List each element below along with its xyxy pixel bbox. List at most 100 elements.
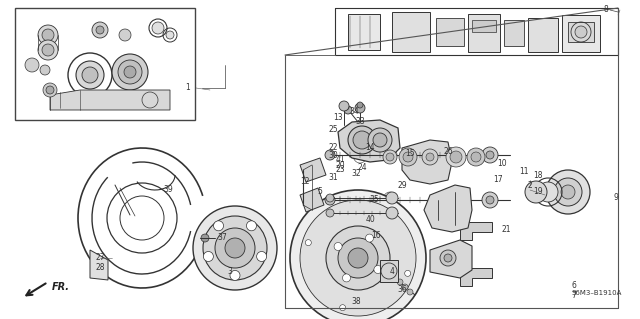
Text: 15: 15 <box>405 149 415 158</box>
Polygon shape <box>504 20 524 46</box>
Text: 27: 27 <box>95 254 105 263</box>
Polygon shape <box>348 14 380 50</box>
Text: 16: 16 <box>371 231 381 240</box>
Circle shape <box>193 206 277 290</box>
Circle shape <box>119 29 131 41</box>
Circle shape <box>407 289 413 295</box>
Circle shape <box>246 221 257 231</box>
Circle shape <box>561 185 575 199</box>
Polygon shape <box>50 90 170 110</box>
Text: 38: 38 <box>351 298 361 307</box>
Text: 31: 31 <box>328 174 338 182</box>
Polygon shape <box>402 140 452 184</box>
Text: 19: 19 <box>533 188 543 197</box>
Circle shape <box>339 101 349 111</box>
Circle shape <box>546 170 590 214</box>
Circle shape <box>344 106 352 114</box>
Polygon shape <box>90 250 108 280</box>
Polygon shape <box>338 120 400 162</box>
Circle shape <box>404 271 411 276</box>
Text: 22: 22 <box>328 144 338 152</box>
Circle shape <box>397 279 403 285</box>
Text: 29: 29 <box>397 181 407 189</box>
Circle shape <box>325 150 335 160</box>
Polygon shape <box>392 12 430 52</box>
Text: 24: 24 <box>357 164 367 173</box>
Text: 3: 3 <box>228 268 232 277</box>
Text: 8: 8 <box>604 5 609 14</box>
Text: 13: 13 <box>333 114 343 122</box>
Circle shape <box>554 178 582 206</box>
Text: 2: 2 <box>527 181 532 189</box>
Polygon shape <box>562 15 600 52</box>
Polygon shape <box>472 20 496 32</box>
Circle shape <box>82 67 98 83</box>
Circle shape <box>482 147 498 163</box>
Circle shape <box>426 153 434 161</box>
Text: 23: 23 <box>335 166 345 174</box>
Polygon shape <box>436 18 464 46</box>
Text: 18: 18 <box>533 170 543 180</box>
Circle shape <box>353 131 371 149</box>
Circle shape <box>230 271 240 280</box>
Text: 26: 26 <box>443 147 453 157</box>
Circle shape <box>225 238 245 258</box>
Circle shape <box>388 272 398 282</box>
Circle shape <box>348 248 368 268</box>
Circle shape <box>300 200 416 316</box>
Circle shape <box>444 254 452 262</box>
Circle shape <box>40 65 50 75</box>
Circle shape <box>124 66 136 78</box>
Text: 12: 12 <box>300 177 310 187</box>
Polygon shape <box>380 260 398 282</box>
Circle shape <box>482 192 498 208</box>
Circle shape <box>214 221 223 231</box>
Text: 37: 37 <box>217 234 227 242</box>
Circle shape <box>402 284 408 290</box>
Circle shape <box>46 86 54 94</box>
Polygon shape <box>568 22 594 42</box>
Circle shape <box>365 234 374 242</box>
Text: 39: 39 <box>163 186 173 195</box>
Circle shape <box>152 22 164 34</box>
Circle shape <box>325 195 335 205</box>
Circle shape <box>76 61 104 89</box>
Text: 21: 21 <box>501 226 511 234</box>
Circle shape <box>201 234 209 242</box>
Polygon shape <box>430 240 472 278</box>
Text: 11: 11 <box>519 167 529 176</box>
Circle shape <box>386 207 398 219</box>
Circle shape <box>326 226 390 290</box>
Circle shape <box>305 240 311 246</box>
Text: 7: 7 <box>572 291 577 300</box>
Text: 5: 5 <box>317 188 323 197</box>
Bar <box>15 8 195 120</box>
Text: 33: 33 <box>355 117 365 127</box>
Circle shape <box>204 251 213 262</box>
Circle shape <box>575 26 587 38</box>
Text: 30: 30 <box>328 151 338 160</box>
Text: 9: 9 <box>614 194 618 203</box>
Text: 35: 35 <box>369 196 379 204</box>
Circle shape <box>471 152 481 162</box>
Polygon shape <box>468 14 500 52</box>
Circle shape <box>368 128 392 152</box>
Circle shape <box>343 104 349 110</box>
Text: FR.: FR. <box>52 282 70 292</box>
Circle shape <box>326 194 334 202</box>
Circle shape <box>42 29 54 41</box>
Circle shape <box>38 25 58 45</box>
Circle shape <box>348 126 376 154</box>
Circle shape <box>342 274 351 282</box>
Circle shape <box>357 102 363 108</box>
Polygon shape <box>460 222 492 240</box>
Circle shape <box>92 22 108 38</box>
Circle shape <box>525 181 547 203</box>
Circle shape <box>399 148 417 166</box>
Circle shape <box>373 133 387 147</box>
Circle shape <box>215 228 255 268</box>
Circle shape <box>326 209 334 217</box>
Circle shape <box>486 151 494 159</box>
Circle shape <box>467 148 485 166</box>
Circle shape <box>386 192 398 204</box>
